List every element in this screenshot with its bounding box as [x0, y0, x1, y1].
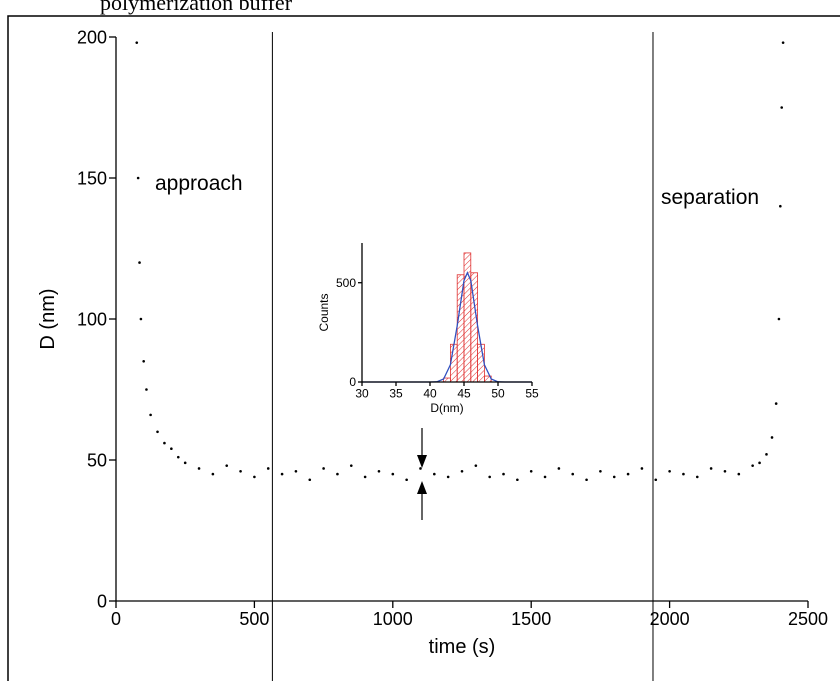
x-tick-label: 55 [525, 386, 539, 400]
x-axis-label: time (s) [429, 636, 496, 658]
point [197, 467, 201, 470]
x-tick-label: 1000 [373, 609, 413, 629]
x-axis-label: D(nm) [430, 401, 463, 415]
point [640, 467, 644, 470]
point [474, 464, 478, 467]
point [585, 478, 588, 482]
point [446, 475, 450, 479]
point [737, 472, 741, 476]
point [145, 388, 148, 391]
x-tick-label: 500 [239, 609, 269, 629]
point [308, 478, 312, 482]
point [336, 472, 339, 476]
point [626, 472, 630, 476]
y-tick-label: 150 [77, 168, 107, 188]
point [516, 478, 519, 482]
point [779, 204, 782, 208]
point [543, 475, 547, 479]
y-tick-label: 50 [87, 450, 107, 470]
point [599, 469, 602, 473]
point [502, 472, 505, 476]
point [433, 472, 436, 476]
point [777, 317, 781, 321]
y-tick-label: 0 [97, 591, 107, 611]
point [253, 475, 256, 479]
y-axis-label: Counts [317, 293, 331, 331]
x-tick-label: 45 [457, 386, 471, 400]
y-tick-label: 200 [77, 27, 107, 47]
point [419, 467, 422, 470]
point [774, 402, 778, 405]
point [765, 453, 768, 456]
point [612, 475, 616, 479]
point [225, 464, 229, 467]
point [183, 461, 187, 465]
point [758, 461, 761, 465]
x-tick-label: 35 [389, 386, 403, 400]
y-axis-label: D (nm) [37, 288, 59, 349]
point [156, 430, 159, 434]
arrow [417, 428, 427, 468]
point [682, 472, 685, 476]
point [781, 41, 785, 44]
point [654, 478, 658, 482]
point [780, 106, 784, 109]
x-tick-label: 2500 [788, 609, 828, 629]
x-tick-label: 1500 [511, 609, 551, 629]
annotation: separation [661, 186, 759, 209]
point [529, 469, 533, 473]
y-tick-label: 500 [336, 276, 356, 290]
x-tick-label: 2000 [650, 609, 690, 629]
point [149, 413, 152, 417]
point [239, 469, 242, 473]
histogram-bar [477, 343, 485, 383]
point [349, 464, 353, 467]
point [723, 469, 727, 473]
point [557, 467, 561, 470]
point [211, 472, 215, 476]
point [770, 436, 774, 439]
point [460, 469, 464, 473]
point [695, 475, 699, 479]
x-tick-label: 50 [491, 386, 505, 400]
point [176, 455, 180, 459]
y-tick-label: 0 [349, 375, 356, 389]
point [668, 469, 671, 473]
y-tick-label: 100 [77, 309, 107, 329]
point [751, 464, 754, 467]
point [139, 317, 143, 321]
point [405, 478, 408, 482]
x-tick-label: 30 [355, 386, 369, 400]
point [170, 447, 173, 451]
point [280, 472, 284, 476]
point [709, 467, 713, 470]
histogram-bar [449, 343, 458, 383]
x-tick-label: 0 [111, 609, 121, 629]
point [377, 469, 381, 473]
point [138, 261, 141, 264]
annotation: approach [155, 172, 243, 195]
point [266, 467, 270, 470]
point [322, 467, 325, 470]
point [391, 472, 395, 476]
point [294, 469, 298, 473]
x-tick-label: 40 [423, 386, 437, 400]
point [135, 41, 139, 44]
arrow [417, 481, 427, 520]
caption: polymerization buffer [100, 0, 293, 15]
point [571, 472, 575, 476]
frame [7, 15, 840, 681]
point [136, 176, 140, 180]
point [142, 360, 145, 363]
point [163, 441, 166, 445]
point [488, 475, 491, 479]
point [363, 475, 367, 479]
